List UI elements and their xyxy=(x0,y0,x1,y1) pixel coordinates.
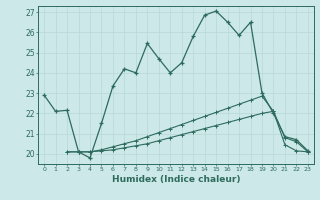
X-axis label: Humidex (Indice chaleur): Humidex (Indice chaleur) xyxy=(112,175,240,184)
